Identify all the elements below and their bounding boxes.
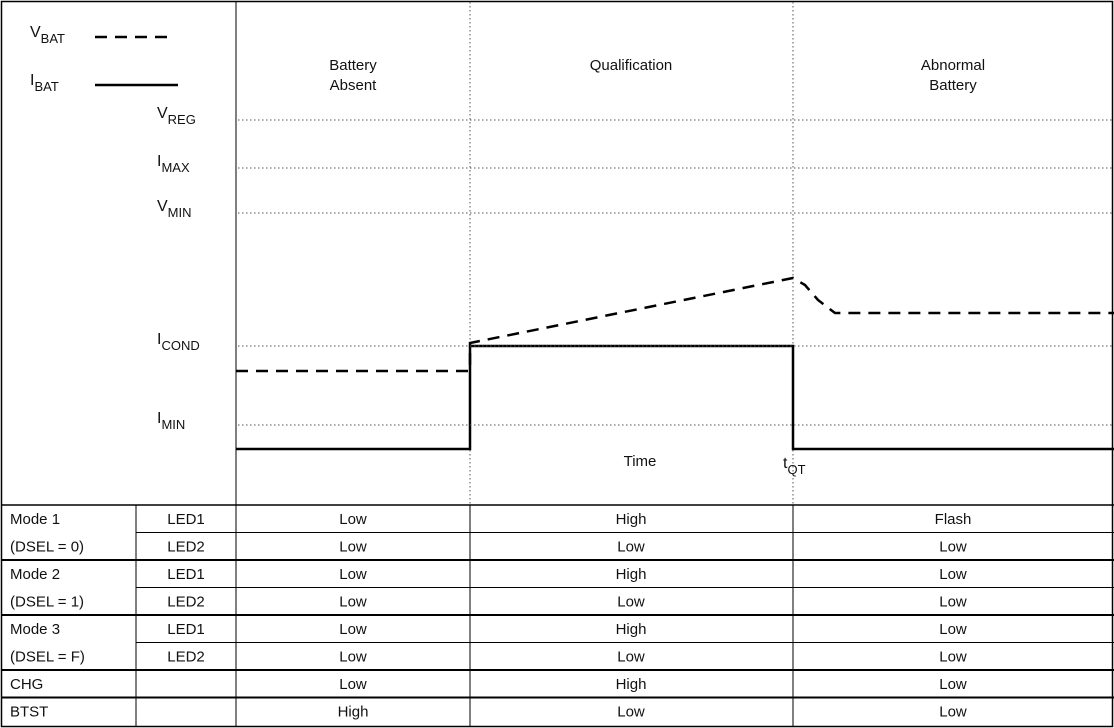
cell: Low bbox=[939, 593, 967, 610]
cell: Low bbox=[939, 538, 967, 555]
cell: Low bbox=[339, 648, 367, 665]
cell: Low bbox=[339, 511, 367, 528]
cell: Low bbox=[339, 621, 367, 638]
signal-label: LED2 bbox=[167, 538, 205, 555]
tqt-label: tQT bbox=[783, 455, 806, 477]
mode-label: (DSEL = F) bbox=[10, 648, 85, 665]
tqt-label-sub: QT bbox=[787, 462, 805, 477]
mode-label: Mode 3 bbox=[10, 621, 60, 638]
cell: Low bbox=[617, 593, 645, 610]
level-label-main: V bbox=[157, 105, 168, 122]
legend-label: IBAT bbox=[30, 72, 59, 94]
level-label-main: I bbox=[157, 331, 161, 348]
level-label: IMAX bbox=[157, 153, 190, 175]
legend-label: VBAT bbox=[30, 24, 65, 46]
level-label-main: V bbox=[157, 198, 168, 215]
cell: Low bbox=[339, 538, 367, 555]
mode-label: Mode 1 bbox=[10, 511, 60, 528]
level-label: VMIN bbox=[157, 198, 192, 220]
level-label: VREG bbox=[157, 105, 196, 127]
mode-label: CHG bbox=[10, 676, 43, 693]
cell: Flash bbox=[935, 511, 972, 528]
cell: Low bbox=[339, 566, 367, 583]
cell: Low bbox=[939, 676, 967, 693]
cell: Low bbox=[617, 648, 645, 665]
tqt-label-main: t bbox=[783, 455, 788, 472]
cell: Low bbox=[617, 538, 645, 555]
cell: High bbox=[616, 676, 647, 693]
cell: Low bbox=[939, 648, 967, 665]
mode-label: (DSEL = 1) bbox=[10, 593, 84, 610]
cell: Low bbox=[939, 703, 967, 720]
phase-label: Battery bbox=[329, 57, 377, 74]
signal-label: LED1 bbox=[167, 621, 205, 638]
legend-label-sub: BAT bbox=[41, 31, 65, 46]
mode-label: Mode 2 bbox=[10, 566, 60, 583]
level-label: ICOND bbox=[157, 331, 200, 353]
level-label: IMIN bbox=[157, 410, 185, 432]
mode-label: (DSEL = 0) bbox=[10, 538, 84, 555]
phase-label: Battery bbox=[929, 77, 977, 94]
mode-label: BTST bbox=[10, 703, 48, 720]
legend-label-main: V bbox=[30, 24, 41, 41]
signal-label: LED2 bbox=[167, 648, 205, 665]
level-label-sub: REG bbox=[168, 112, 196, 127]
cell: High bbox=[616, 566, 647, 583]
signal-label: LED2 bbox=[167, 593, 205, 610]
cell: High bbox=[616, 621, 647, 638]
cell: High bbox=[616, 511, 647, 528]
cell: High bbox=[338, 703, 369, 720]
cell: Low bbox=[939, 566, 967, 583]
phase-label: Qualification bbox=[590, 57, 673, 74]
cell: Low bbox=[339, 676, 367, 693]
ibat-waveform bbox=[236, 344, 1114, 451]
level-label-sub: MIN bbox=[168, 205, 192, 220]
cell: Low bbox=[617, 703, 645, 720]
level-label-sub: MIN bbox=[161, 417, 185, 432]
level-label-sub: COND bbox=[161, 338, 199, 353]
time-label: Time bbox=[624, 453, 657, 470]
cell: Low bbox=[939, 621, 967, 638]
phase-label: Absent bbox=[330, 77, 378, 94]
legend-label-main: I bbox=[30, 72, 34, 89]
signal-label: LED1 bbox=[167, 511, 205, 528]
phase-label: Abnormal bbox=[921, 57, 985, 74]
vbat-waveform bbox=[236, 276, 1114, 373]
level-label-sub: MAX bbox=[161, 160, 190, 175]
level-label-main: I bbox=[157, 153, 161, 170]
legend-label-sub: BAT bbox=[34, 79, 58, 94]
signal-label: LED1 bbox=[167, 566, 205, 583]
level-label-main: I bbox=[157, 410, 161, 427]
cell: Low bbox=[339, 593, 367, 610]
